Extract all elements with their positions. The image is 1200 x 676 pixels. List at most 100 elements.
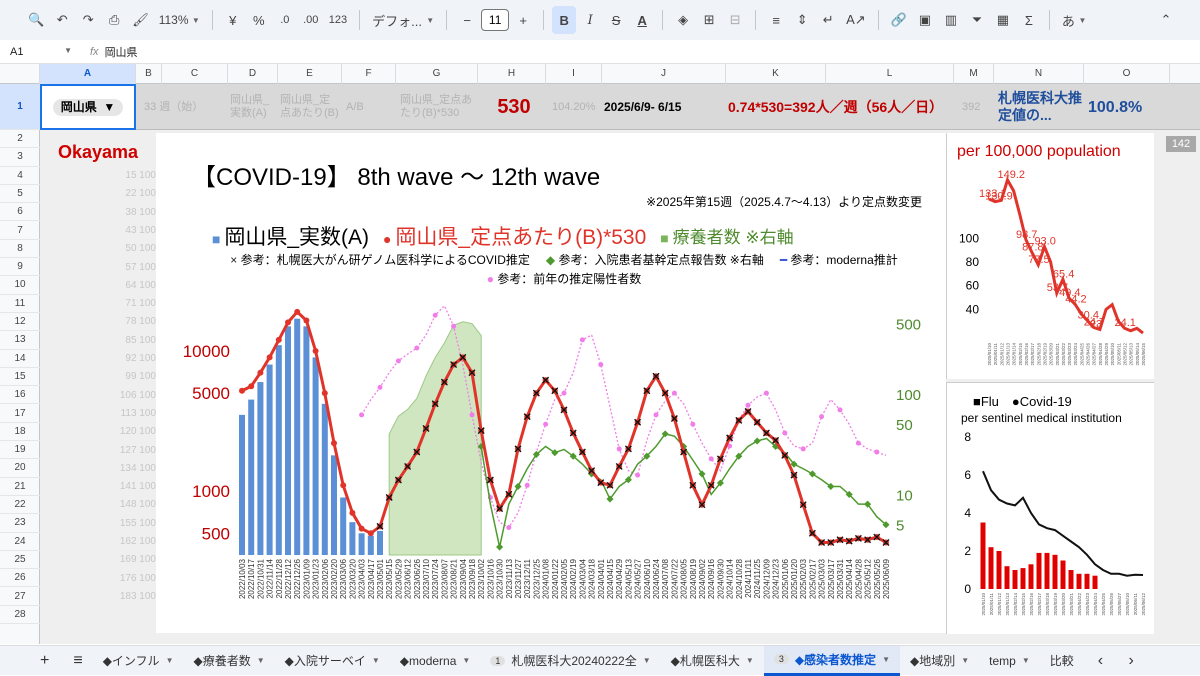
row-header[interactable]: 11 bbox=[0, 295, 40, 313]
row-header[interactable]: 27 bbox=[0, 588, 40, 606]
cell-d1[interactable]: 岡山県_実数(A) bbox=[230, 94, 270, 119]
filter-views-icon[interactable]: ▦ bbox=[996, 12, 1010, 27]
side-chart-bottom[interactable]: ■Flu ●Covid-19 per sentinel medical inst… bbox=[946, 382, 1154, 634]
column-header-m[interactable]: M bbox=[954, 64, 994, 84]
row-header[interactable]: 10 bbox=[0, 276, 40, 295]
currency-button[interactable]: ¥ bbox=[229, 12, 237, 28]
chevron-right-icon[interactable]: › bbox=[1128, 651, 1134, 669]
undo-icon[interactable]: ↶ bbox=[56, 12, 68, 27]
insert-comment-icon[interactable]: ▣ bbox=[918, 12, 932, 27]
row-header[interactable]: 5 bbox=[0, 185, 40, 204]
sheet-tab[interactable]: ◆moderna ▼ bbox=[390, 646, 481, 676]
row-header[interactable]: 25 bbox=[0, 551, 40, 570]
row-header[interactable]: 15 bbox=[0, 368, 40, 387]
sheet-tab[interactable]: 比較 bbox=[1040, 646, 1084, 676]
text-color-button[interactable]: A bbox=[637, 12, 647, 28]
paint-format-icon[interactable]: 🖌 bbox=[132, 12, 149, 27]
column-header-j[interactable]: J bbox=[602, 64, 726, 84]
filter-icon[interactable]: ⏷ bbox=[971, 12, 983, 27]
decimal-decrease-button[interactable]: .0 bbox=[280, 14, 290, 26]
italic-button[interactable]: I bbox=[587, 12, 593, 28]
row-header[interactable]: 13 bbox=[0, 331, 40, 350]
sheet-tab[interactable]: ◆療養者数 ▼ bbox=[183, 646, 274, 676]
redo-icon[interactable]: ↷ bbox=[82, 12, 94, 27]
cell-m1[interactable]: 392 bbox=[962, 100, 981, 113]
cell-f1[interactable]: A/B bbox=[346, 100, 364, 113]
cell-a1[interactable]: 岡山県 ▼ bbox=[40, 84, 136, 130]
row-header[interactable]: 7 bbox=[0, 222, 40, 240]
column-header-g[interactable]: G bbox=[396, 64, 478, 84]
add-sheet-button[interactable]: + bbox=[40, 651, 50, 669]
row-header[interactable]: 22 bbox=[0, 496, 40, 515]
all-sheets-button[interactable]: ≡ bbox=[73, 651, 83, 669]
chevron-down-icon[interactable]: ▼ bbox=[165, 656, 174, 665]
chevron-down-icon[interactable]: ▼ bbox=[642, 656, 651, 665]
column-header-l[interactable]: L bbox=[826, 64, 954, 84]
sheet-tab[interactable]: ◆入院サーベイ ▼ bbox=[275, 646, 390, 676]
side-chart-top[interactable]: per 100,000 population 100 80 60 40 133.1 130… bbox=[946, 133, 1154, 379]
zoom-select[interactable]: 113% ▼ bbox=[158, 13, 200, 27]
insert-chart-icon[interactable]: ▥ bbox=[944, 12, 958, 27]
column-header-k[interactable]: K bbox=[726, 64, 826, 84]
row-header[interactable]: 9 bbox=[0, 258, 40, 277]
chevron-down-icon[interactable]: ▼ bbox=[256, 656, 265, 665]
row-header[interactable]: 2 bbox=[0, 130, 40, 149]
tab-scroll-buttons[interactable]: ‹ › bbox=[1088, 646, 1144, 676]
align-horizontal-icon[interactable]: ≡ bbox=[772, 12, 780, 28]
decimal-increase-button[interactable]: .00 bbox=[303, 14, 319, 26]
column-header-c[interactable]: C bbox=[162, 64, 228, 84]
formula-input[interactable]: 岡山県 bbox=[104, 46, 138, 59]
region-dropdown[interactable]: 岡山県 ▼ bbox=[52, 98, 124, 116]
font-size-decrease-button[interactable]: − bbox=[463, 12, 471, 28]
row-header[interactable]: 24 bbox=[0, 533, 40, 551]
borders-icon[interactable]: ⊞ bbox=[703, 12, 715, 27]
row-header[interactable]: 21 bbox=[0, 478, 40, 496]
column-header-b[interactable]: B bbox=[136, 64, 162, 84]
cell-o1[interactable]: 100.8% bbox=[1088, 98, 1143, 116]
column-header-n[interactable]: N bbox=[994, 64, 1084, 84]
functions-icon[interactable]: Σ bbox=[1024, 12, 1033, 28]
cell-e1[interactable]: 岡山県_定点あたり(B) bbox=[280, 94, 339, 119]
chevron-left-icon[interactable]: ‹ bbox=[1097, 651, 1104, 669]
row-header[interactable]: 4 bbox=[0, 167, 40, 185]
row-header[interactable]: 8 bbox=[0, 240, 40, 259]
cell-g1[interactable]: 岡山県_定点あたり(B)*530 bbox=[400, 94, 473, 119]
fill-color-icon[interactable]: ◈ bbox=[678, 12, 689, 27]
cell-j1[interactable]: 2025/6/9- 6/15 bbox=[604, 99, 682, 114]
row-header[interactable]: 1 bbox=[0, 84, 40, 130]
text-rotation-icon[interactable]: A↗ bbox=[846, 12, 866, 27]
column-header-o[interactable]: O bbox=[1084, 64, 1170, 84]
row-header[interactable]: 28 bbox=[0, 606, 40, 625]
chevron-down-icon[interactable]: ▼ bbox=[961, 656, 970, 665]
chevron-down-icon[interactable]: ▼ bbox=[745, 656, 754, 665]
row-header[interactable]: 26 bbox=[0, 569, 40, 588]
row-header[interactable]: 14 bbox=[0, 350, 40, 368]
sheet-tab[interactable]: ◆地域別 ▼ bbox=[900, 646, 979, 676]
cell-c1[interactable]: 33 週（始） bbox=[144, 100, 204, 113]
input-tools-button[interactable]: あ ▼ bbox=[1058, 6, 1091, 34]
main-chart[interactable]: 【COVID-19】 8th wave 〜 12th wave ※2025年第1… bbox=[156, 133, 946, 633]
chevron-down-icon[interactable]: ▼ bbox=[462, 656, 471, 665]
row-header[interactable]: 3 bbox=[0, 148, 40, 167]
column-header-f[interactable]: F bbox=[342, 64, 396, 84]
cell-i1[interactable]: 104.20% bbox=[552, 100, 596, 113]
font-select[interactable]: デフォ... ▼ bbox=[368, 6, 438, 34]
row-header[interactable]: 12 bbox=[0, 313, 40, 332]
cell-k1[interactable]: 0.74*530=392人／週（56人／日） bbox=[728, 99, 944, 115]
strikethrough-button[interactable]: S bbox=[611, 12, 621, 28]
column-header-a[interactable]: A bbox=[40, 64, 136, 84]
font-size-input[interactable]: 11 bbox=[481, 9, 510, 31]
sheet-tab[interactable]: 1 札幌医科大20240222全 ▼ bbox=[480, 646, 660, 676]
column-header-h[interactable]: H bbox=[478, 64, 546, 84]
name-box[interactable]: A1 ▼ bbox=[10, 45, 72, 58]
select-all-corner[interactable] bbox=[0, 64, 40, 84]
collapse-toolbar-icon[interactable]: ⌃ bbox=[1160, 12, 1172, 27]
column-header-d[interactable]: D bbox=[228, 64, 278, 84]
search-icon[interactable]: 🔍 bbox=[28, 12, 45, 27]
sheet-tab[interactable]: temp ▼ bbox=[979, 646, 1040, 676]
sheet-tab[interactable]: 3 ◆感染者数推定 ▼ bbox=[763, 645, 900, 676]
number-format-button[interactable]: 123 bbox=[328, 14, 348, 26]
insert-link-icon[interactable]: 🔗 bbox=[890, 12, 907, 27]
column-header-i[interactable]: I bbox=[546, 64, 602, 84]
bold-button[interactable]: B bbox=[552, 6, 577, 34]
